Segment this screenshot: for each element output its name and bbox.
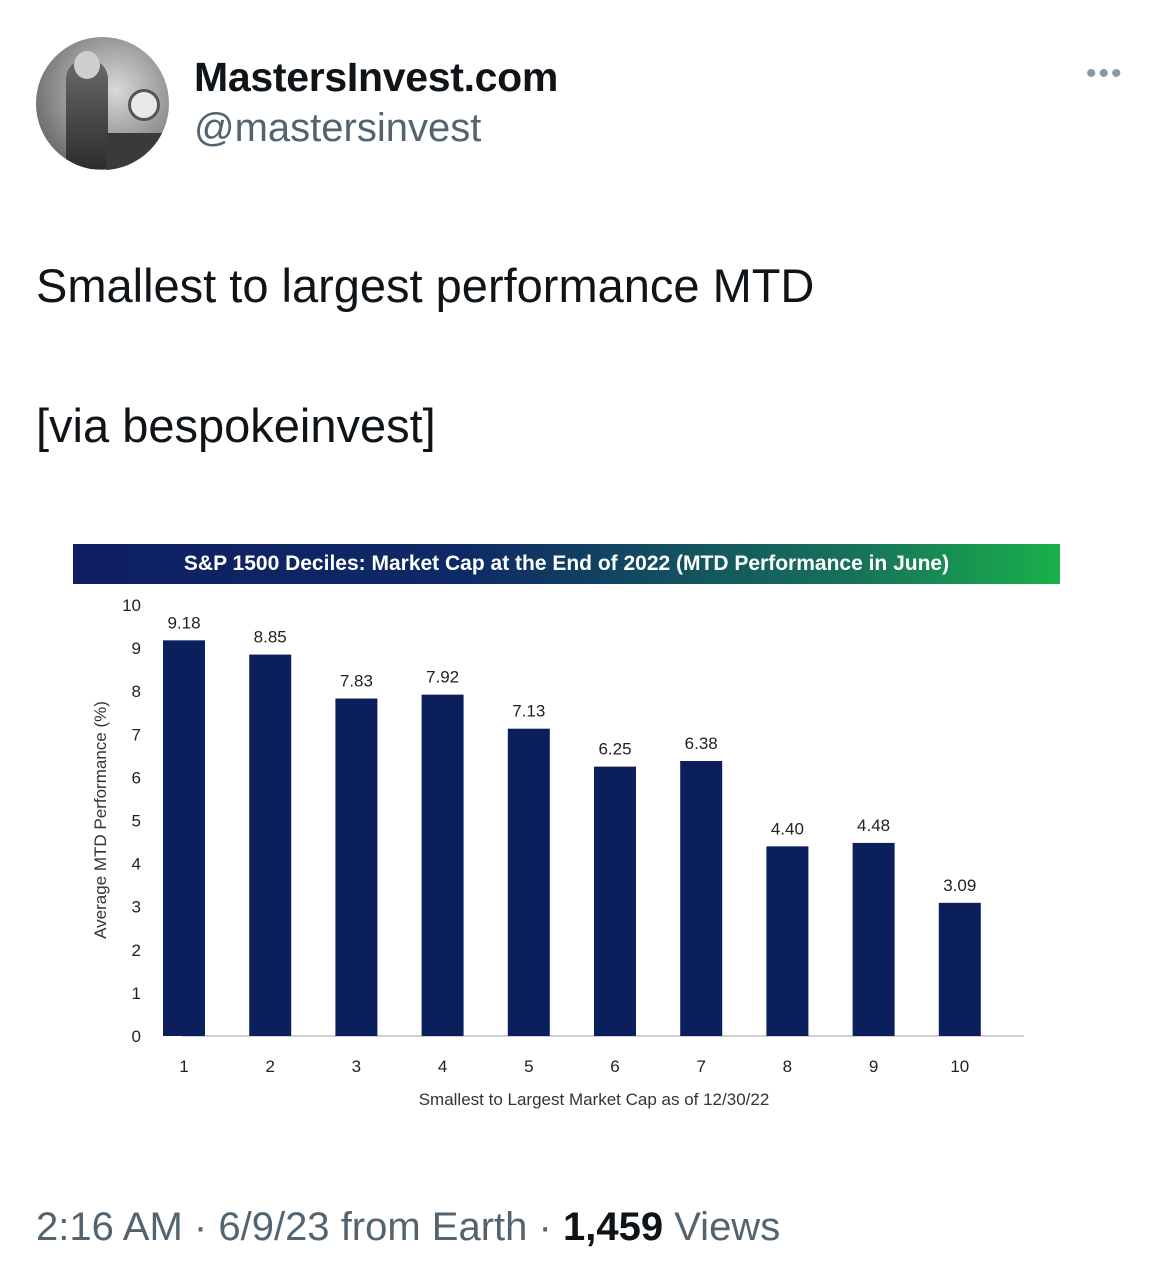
data-label: 7.13 bbox=[512, 702, 545, 721]
x-axis-label: Smallest to Largest Market Cap as of 12/… bbox=[419, 1090, 770, 1109]
y-tick-label: 10 bbox=[122, 596, 141, 615]
tweet-source: from Earth bbox=[340, 1205, 528, 1249]
bar-decile-9 bbox=[852, 842, 895, 1036]
bar-decile-2 bbox=[249, 654, 292, 1036]
bar-chart: Average MTD Performance (%) Smallest to … bbox=[91, 596, 1024, 1109]
x-tick-label: 2 bbox=[265, 1057, 274, 1076]
y-tick-label: 4 bbox=[132, 855, 141, 874]
bar-decile-6 bbox=[594, 766, 636, 1036]
y-tick-label: 3 bbox=[132, 898, 141, 917]
bar-decile-1 bbox=[163, 640, 205, 1036]
x-tick-label: 4 bbox=[438, 1057, 447, 1076]
y-tick-label: 5 bbox=[132, 812, 141, 831]
data-label: 8.85 bbox=[254, 628, 287, 647]
tweet-text: Smallest to largest performance MTD [via… bbox=[36, 259, 815, 452]
bar-decile-8 bbox=[766, 846, 809, 1036]
data-label: 3.09 bbox=[943, 876, 976, 895]
data-label: 7.83 bbox=[340, 672, 373, 691]
y-tick-label: 6 bbox=[132, 768, 141, 787]
bar-decile-10 bbox=[938, 902, 981, 1036]
y-tick-label: 9 bbox=[132, 639, 141, 658]
views-count[interactable]: 1,459 bbox=[562, 1205, 664, 1249]
tweet-time[interactable]: 2:16 AM bbox=[36, 1205, 183, 1249]
x-tick-label: 3 bbox=[352, 1057, 361, 1076]
x-tick-label: 8 bbox=[783, 1057, 792, 1076]
y-tick-label: 1 bbox=[132, 984, 141, 1003]
data-label: 6.25 bbox=[598, 740, 631, 759]
y-tick-label: 0 bbox=[132, 1027, 141, 1046]
tweet-date[interactable]: 6/9/23 bbox=[218, 1205, 330, 1249]
avatar-desk bbox=[106, 133, 169, 170]
tweet-meta: 2:16 AM · 6/9/23 from Earth · 1,459 View… bbox=[36, 1205, 780, 1250]
chart-title: S&P 1500 Deciles: Market Cap at the End … bbox=[73, 544, 1060, 584]
y-tick-label: 7 bbox=[132, 725, 141, 744]
data-label: 4.48 bbox=[857, 816, 890, 835]
x-tick-label: 7 bbox=[696, 1057, 705, 1076]
x-tick-label: 10 bbox=[950, 1057, 969, 1076]
x-tick-label: 5 bbox=[524, 1057, 533, 1076]
meta-separator: · bbox=[538, 1205, 552, 1249]
meta-separator: · bbox=[193, 1205, 208, 1249]
avatar[interactable] bbox=[36, 37, 169, 170]
bar-decile-4 bbox=[421, 694, 464, 1036]
chart-image[interactable]: S&P 1500 Deciles: Market Cap at the End … bbox=[0, 540, 1170, 1140]
bar-decile-5 bbox=[507, 728, 550, 1036]
more-horizontal-icon[interactable]: ••• bbox=[1086, 57, 1124, 90]
user-handle[interactable]: @mastersinvest bbox=[194, 106, 482, 150]
x-tick-label: 9 bbox=[869, 1057, 878, 1076]
data-label: 7.92 bbox=[426, 668, 459, 687]
views-label[interactable]: Views bbox=[674, 1205, 781, 1249]
y-tick-label: 8 bbox=[132, 682, 141, 701]
data-label: 9.18 bbox=[167, 613, 200, 632]
y-tick-label: 2 bbox=[132, 941, 141, 960]
y-axis-label: Average MTD Performance (%) bbox=[91, 701, 110, 939]
avatar-head bbox=[74, 51, 100, 79]
bar-decile-7 bbox=[680, 761, 723, 1036]
avatar-dial bbox=[128, 89, 160, 121]
display-name[interactable]: MastersInvest.com bbox=[194, 54, 559, 100]
data-label: 4.40 bbox=[771, 819, 804, 838]
x-tick-label: 1 bbox=[179, 1057, 188, 1076]
data-label: 6.38 bbox=[685, 734, 718, 753]
x-tick-label: 6 bbox=[610, 1057, 619, 1076]
bar-decile-3 bbox=[335, 698, 378, 1036]
bars-group: 0 1 2 3 4 5 6 7 8 9 10 9.18 1 8.85 2 7.83 3 7.92 4 7.13 5 6.2… bbox=[122, 596, 981, 1076]
